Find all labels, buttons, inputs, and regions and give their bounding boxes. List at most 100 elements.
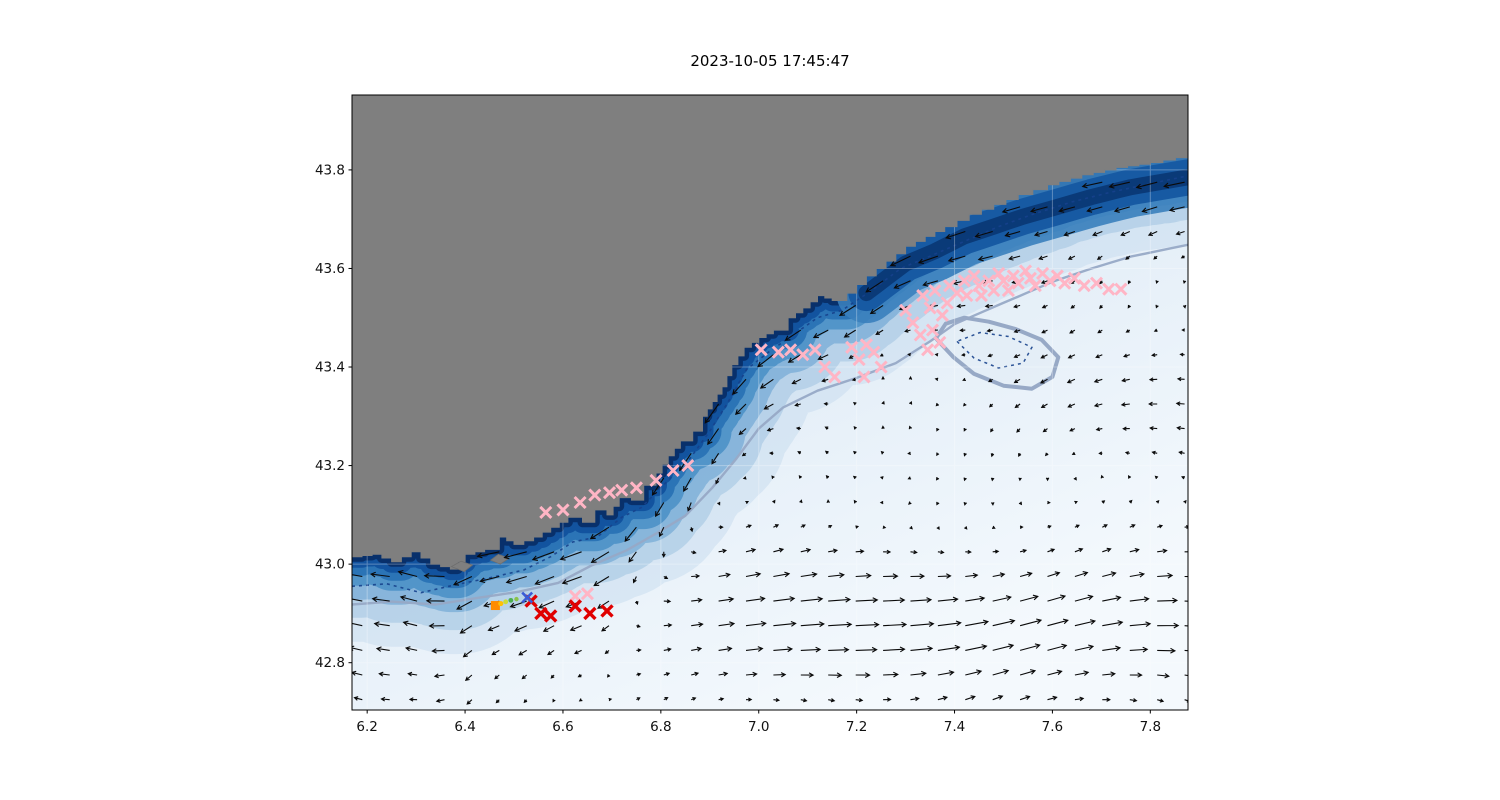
- current-arrow: [963, 452, 967, 457]
- current-arrow: [711, 453, 720, 465]
- current-arrow: [824, 426, 829, 430]
- current-arrow: [1153, 255, 1158, 260]
- current-arrow: [745, 646, 764, 652]
- current-arrow: [531, 551, 555, 561]
- observations-pink-marker: [602, 486, 617, 500]
- current-arrow: [634, 600, 639, 606]
- observations-pink-marker: [925, 323, 940, 337]
- current-arrow: [986, 328, 993, 333]
- current-arrow: [1124, 451, 1130, 455]
- current-arrow: [1155, 280, 1159, 285]
- current-arrow: [823, 401, 829, 406]
- current-arrow: [908, 400, 913, 405]
- current-arrow: [655, 502, 665, 518]
- observations-pink-marker: [935, 308, 949, 322]
- current-arrow: [1182, 280, 1187, 285]
- observations-pink-marker: [649, 473, 663, 487]
- current-arrow: [893, 280, 911, 289]
- current-arrow: [1001, 206, 1021, 214]
- y-tick-label: 43.8: [315, 162, 345, 178]
- current-arrow: [882, 525, 887, 529]
- observations-pink-marker: [852, 353, 866, 367]
- current-arrow: [399, 595, 418, 602]
- current-arrow: [369, 571, 390, 578]
- current-arrow: [1113, 206, 1130, 213]
- current-arrow: [1019, 571, 1033, 578]
- x-tick-label: 6.2: [356, 719, 377, 735]
- current-arrow: [883, 697, 892, 702]
- current-arrow: [663, 672, 671, 677]
- current-arrow: [1074, 594, 1094, 602]
- current-arrow: [959, 328, 966, 333]
- current-arrow: [992, 618, 1016, 627]
- current-arrow: [965, 619, 990, 627]
- observations-pink-marker: [808, 343, 822, 357]
- current-arrow: [1086, 206, 1103, 213]
- current-arrow: [907, 451, 911, 456]
- observations-red-marker: [583, 606, 597, 621]
- current-arrow: [1019, 669, 1037, 676]
- current-arrow: [745, 547, 757, 553]
- current-arrow: [577, 673, 582, 678]
- current-arrow: [1019, 594, 1039, 602]
- observations-pink-marker: [992, 266, 1006, 280]
- drifter-trajectory-point: [514, 596, 519, 602]
- current-arrow: [853, 450, 857, 455]
- current-arrow: [1102, 645, 1122, 652]
- observations-pink-marker: [556, 503, 570, 517]
- observations-pink-marker: [960, 289, 974, 303]
- observations-red-marker: [600, 604, 614, 618]
- current-arrow: [988, 378, 993, 383]
- current-arrow: [1069, 427, 1076, 432]
- current-arrow: [691, 621, 704, 628]
- current-arrow: [936, 526, 940, 530]
- current-arrow: [795, 426, 801, 431]
- observation-blue-marker: [521, 591, 534, 604]
- current-arrow: [1182, 304, 1187, 309]
- observations-pink-marker: [629, 481, 643, 495]
- map-canvas: [352, 95, 1188, 710]
- current-arrow: [1121, 377, 1130, 383]
- current-arrow: [589, 526, 610, 540]
- current-arrow: [763, 403, 774, 410]
- current-arrow: [1067, 255, 1076, 260]
- current-arrow: [597, 600, 610, 609]
- current-arrow: [745, 524, 752, 529]
- current-arrow: [1093, 402, 1103, 408]
- current-arrow: [495, 699, 500, 704]
- drifter-trajectory-point: [508, 597, 514, 603]
- current-arrow: [1120, 230, 1131, 237]
- current-arrow: [707, 428, 720, 446]
- current-arrow: [990, 502, 995, 506]
- current-arrow: [1095, 354, 1103, 359]
- current-arrow: [839, 304, 856, 317]
- current-arrow: [1102, 595, 1122, 602]
- observations-pink-marker: [913, 328, 927, 342]
- current-arrow: [1066, 378, 1076, 384]
- current-arrow: [352, 670, 363, 676]
- current-arrow: [937, 550, 945, 555]
- current-arrow: [963, 402, 967, 407]
- current-arrow: [794, 402, 801, 407]
- current-arrow: [1047, 594, 1067, 602]
- island: [450, 560, 474, 572]
- current-arrow: [992, 595, 1012, 602]
- current-arrow: [1129, 596, 1150, 603]
- observations-pink-marker: [967, 269, 981, 283]
- current-arrow: [1120, 402, 1130, 407]
- current-arrow: [1097, 329, 1103, 334]
- current-arrow: [378, 671, 390, 677]
- current-arrow: [1129, 547, 1140, 553]
- current-arrow: [1047, 500, 1051, 505]
- current-arrow: [1008, 255, 1021, 261]
- observations-pink-marker: [1018, 264, 1033, 278]
- current-arrow: [561, 575, 582, 585]
- current-arrow: [578, 698, 583, 702]
- current-arrow: [691, 597, 703, 603]
- current-arrow: [990, 428, 994, 433]
- current-arrow: [883, 621, 908, 628]
- current-arrow: [1101, 500, 1106, 504]
- current-arrow: [1074, 644, 1095, 651]
- current-arrow: [1016, 428, 1021, 433]
- current-arrow: [1067, 354, 1076, 359]
